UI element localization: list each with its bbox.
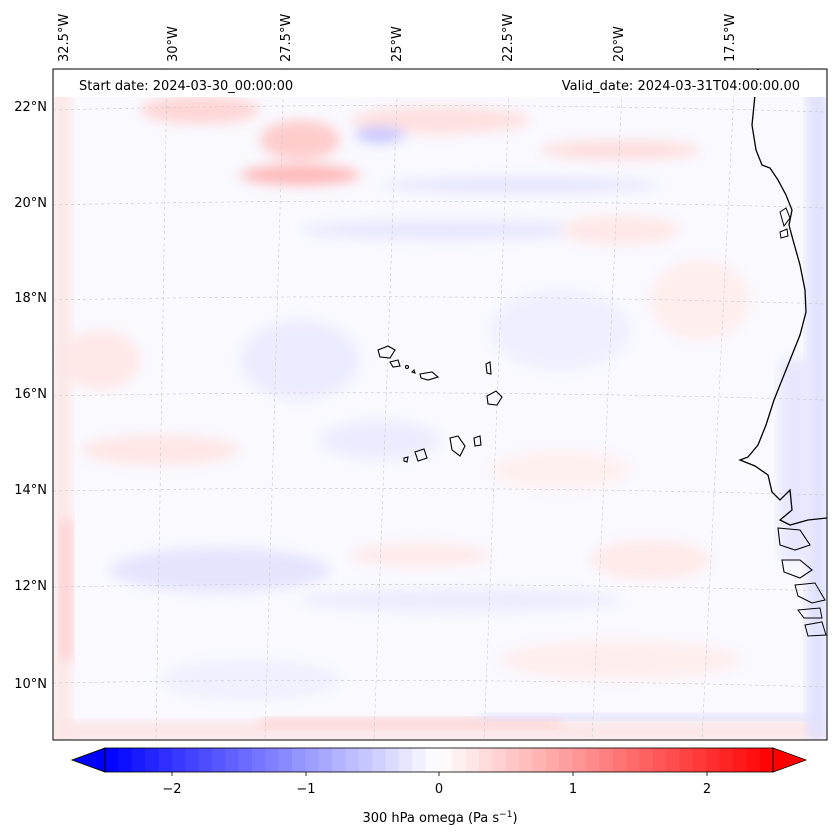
- lon-tick-label: 20°W: [612, 26, 627, 62]
- colorbar-cell: [425, 748, 440, 772]
- colorbar-cell: [706, 748, 721, 772]
- colorbar-cell: [211, 748, 226, 772]
- lon-tick-label: 17.5°W: [723, 14, 738, 62]
- colorbar-cell: [385, 748, 400, 772]
- graticule: [53, 69, 827, 740]
- lat-tick-label: 10°N: [14, 677, 47, 692]
- colorbar-cell: [612, 748, 627, 772]
- colorbar-cell: [519, 748, 534, 772]
- colorbar-cell: [559, 748, 574, 772]
- lat-tick-label: 16°N: [14, 387, 47, 402]
- lat-tick-label: 14°N: [14, 483, 47, 498]
- colorbar-cell: [171, 748, 186, 772]
- colorbar-cell: [198, 748, 213, 772]
- lon-tick-label: 30°W: [166, 26, 181, 62]
- lat-tick-label: 12°N: [14, 579, 47, 594]
- colorbar-cell: [345, 748, 360, 772]
- colorbar-tick-label: −1: [296, 782, 315, 797]
- colorbar-cell: [265, 748, 280, 772]
- lon-tick-label: 22.5°W: [501, 14, 516, 62]
- map-frame: [52, 68, 828, 741]
- colorbar-cell: [398, 748, 413, 772]
- colorbar-cell: [251, 748, 266, 772]
- colorbar-cell: [439, 748, 453, 772]
- lon-tick-label: 32.5°W: [57, 14, 72, 62]
- colorbar-cell: [185, 748, 200, 772]
- colorbar-cell: [465, 748, 480, 772]
- colorbar-cell: [639, 748, 654, 772]
- colorbar-cell: [652, 748, 667, 772]
- colorbar-cell: [145, 748, 159, 772]
- colorbar-cell: [746, 748, 761, 772]
- colorbar-cells: [105, 748, 774, 772]
- cape-verde-islands: [377, 345, 503, 463]
- lat-tick-label: 22°N: [14, 100, 47, 115]
- header-band: [54, 70, 826, 97]
- colorbar-cell: [278, 748, 293, 772]
- colorbar-cell: [572, 748, 587, 772]
- colorbar-cell: [626, 748, 640, 772]
- colorbar: −2 −1 0 1 2 300 hPa omega (Pa s−1): [70, 747, 808, 826]
- colorbar-cell: [759, 748, 774, 772]
- colorbar-cell: [358, 748, 373, 772]
- colorbar-high-extend: [772, 747, 808, 773]
- colorbar-cell: [666, 748, 680, 772]
- colorbar-cell: [238, 748, 253, 772]
- lat-tick-label: 18°N: [14, 291, 47, 306]
- colorbar-tick-label: 2: [703, 782, 711, 797]
- colorbar-tick-label: 1: [569, 782, 577, 797]
- colorbar-cell: [225, 748, 240, 772]
- colorbar-title: 300 hPa omega (Pa s−1): [362, 810, 517, 826]
- valid-date-label: Valid_date: 2024-03-31T04:00:00.00: [562, 79, 800, 94]
- colorbar-cell: [505, 748, 520, 772]
- start-date-label: Start date: 2024-03-30_00:00:00: [79, 79, 293, 94]
- colorbar-cell: [532, 748, 547, 772]
- latitude-ticks: 22°N 20°N 18°N 16°N 14°N 12°N 10°N: [14, 100, 47, 692]
- longitude-ticks: 32.5°W 30°W 27.5°W 25°W 22.5°W 20°W 17.5…: [57, 14, 738, 62]
- colorbar-cell: [732, 748, 747, 772]
- lon-tick-label: 27.5°W: [279, 14, 294, 62]
- colorbar-cell: [412, 748, 427, 772]
- colorbar-cell: [131, 748, 146, 772]
- colorbar-tick-label: −2: [162, 782, 181, 797]
- colorbar-cell: [492, 748, 507, 772]
- colorbar-tick-label: 0: [435, 782, 443, 797]
- colorbar-cell: [599, 748, 614, 772]
- colorbar-cell: [105, 748, 119, 772]
- colorbar-cell: [719, 748, 734, 772]
- colorbar-cell: [305, 748, 320, 772]
- colorbar-cell: [692, 748, 707, 772]
- colorbar-cell: [372, 748, 387, 772]
- colorbar-cell: [318, 748, 333, 772]
- lon-tick-label: 25°W: [390, 26, 405, 62]
- colorbar-cell: [479, 748, 493, 772]
- colorbar-cell: [452, 748, 467, 772]
- omega-field: [53, 69, 827, 740]
- colorbar-cell: [292, 748, 306, 772]
- colorbar-cell: [118, 748, 133, 772]
- colorbar-low-extend: [70, 747, 106, 773]
- africa-coastline: [738, 69, 827, 526]
- lat-tick-label: 20°N: [14, 196, 47, 211]
- colorbar-cell: [545, 748, 560, 772]
- colorbar-cell: [679, 748, 694, 772]
- colorbar-cell: [158, 748, 173, 772]
- colorbar-cell: [585, 748, 600, 772]
- colorbar-cell: [332, 748, 346, 772]
